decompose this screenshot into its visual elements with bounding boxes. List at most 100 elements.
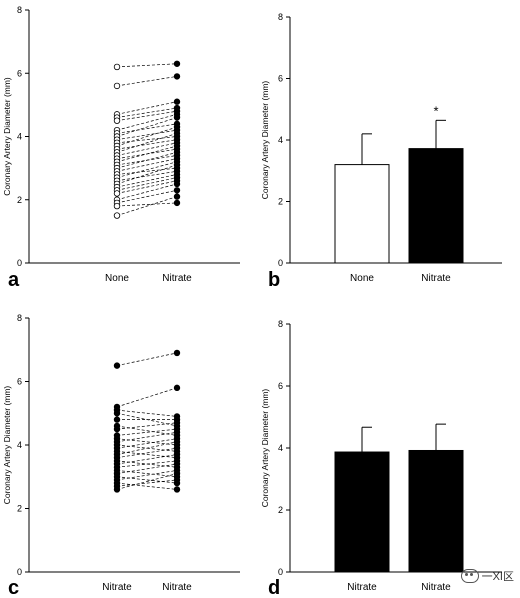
data-point bbox=[113, 410, 121, 417]
pair-line bbox=[116, 136, 178, 144]
data-point bbox=[173, 476, 181, 484]
panel-a: 0 2 4 6 8 Coronary Artery Diameter (mm) None Ni… bbox=[2, 5, 240, 291]
pair-line bbox=[116, 441, 178, 455]
x-category-label: None bbox=[105, 273, 129, 284]
data-point bbox=[173, 123, 181, 131]
data-point bbox=[113, 202, 121, 210]
pair-line bbox=[116, 476, 178, 484]
y-tick-label: 8 bbox=[17, 5, 22, 15]
y-axis-label: Coronary Artery Diameter (mm) bbox=[2, 386, 12, 505]
pair-line bbox=[116, 422, 178, 430]
y-axis-label: Coronary Artery Diameter (mm) bbox=[260, 389, 270, 508]
pair-line bbox=[116, 183, 178, 201]
bar bbox=[334, 451, 390, 573]
data-point bbox=[173, 130, 181, 137]
y-tick-label: 2 bbox=[278, 505, 283, 515]
pair-line bbox=[116, 460, 178, 468]
pair-line bbox=[116, 447, 178, 459]
pair-line bbox=[116, 117, 178, 137]
pair-line bbox=[116, 139, 178, 150]
panel-d: 0 2 4 6 8 Coronary Artery Diameter (mm) Nitrat… bbox=[260, 319, 502, 598]
pair-line bbox=[116, 101, 178, 115]
pair-line bbox=[116, 177, 178, 191]
pair-line bbox=[116, 431, 178, 443]
panel-label: d bbox=[268, 577, 280, 598]
pair-line bbox=[116, 451, 178, 459]
bar bbox=[334, 164, 390, 264]
data-point bbox=[173, 349, 181, 357]
y-tick-label: 4 bbox=[278, 443, 283, 453]
panel-label: a bbox=[8, 269, 20, 291]
pair-line bbox=[116, 479, 178, 487]
x-category-label: Nitrate bbox=[102, 582, 132, 593]
data-point bbox=[113, 212, 121, 219]
panel-b: 0 2 4 6 8 Coronary Artery Diameter (mm) None Ni… bbox=[260, 12, 502, 291]
pair-line bbox=[116, 63, 178, 68]
y-tick-label: 4 bbox=[17, 132, 22, 142]
pair-line bbox=[116, 180, 178, 194]
data-point bbox=[113, 425, 121, 433]
y-tick-label: 8 bbox=[17, 313, 22, 323]
data-point bbox=[173, 149, 181, 156]
data-point bbox=[173, 486, 181, 493]
pair-line bbox=[116, 470, 178, 481]
data-point bbox=[113, 362, 121, 369]
pair-line bbox=[116, 470, 178, 478]
pair-line bbox=[116, 454, 178, 465]
pair-line bbox=[116, 438, 178, 449]
data-point bbox=[173, 451, 181, 458]
panel-label: b bbox=[268, 269, 280, 291]
significance-marker: * bbox=[433, 103, 438, 118]
data-point bbox=[173, 114, 181, 121]
pair-line bbox=[116, 129, 178, 141]
y-tick-label: 0 bbox=[17, 258, 22, 268]
data-point bbox=[173, 444, 181, 452]
data-point bbox=[173, 193, 181, 200]
pair-line bbox=[116, 174, 178, 188]
y-tick-label: 4 bbox=[17, 440, 22, 450]
y-tick-label: 0 bbox=[278, 258, 283, 268]
data-point bbox=[173, 419, 181, 426]
data-point bbox=[173, 199, 181, 207]
pair-line bbox=[116, 76, 178, 87]
y-axis-label: Coronary Artery Diameter (mm) bbox=[260, 81, 270, 200]
bar bbox=[408, 148, 464, 264]
x-category-label: Nitrate bbox=[162, 273, 192, 284]
data-point bbox=[173, 161, 181, 169]
data-point bbox=[113, 117, 121, 124]
pair-line bbox=[116, 114, 178, 131]
x-category-label: Nitrate bbox=[347, 582, 377, 593]
watermark: 一XI区 bbox=[460, 568, 514, 584]
watermark-text: 一XI区 bbox=[481, 571, 514, 583]
pair-line bbox=[116, 142, 178, 156]
pair-line bbox=[116, 107, 178, 118]
data-point bbox=[173, 438, 181, 446]
x-category-label: Nitrate bbox=[421, 582, 451, 593]
data-point bbox=[113, 63, 121, 71]
pair-line bbox=[116, 133, 178, 153]
pair-line bbox=[116, 202, 178, 207]
pair-line bbox=[116, 170, 178, 182]
data-point bbox=[113, 82, 121, 90]
y-tick-label: 6 bbox=[17, 68, 22, 78]
data-point bbox=[173, 470, 181, 477]
x-category-label: Nitrate bbox=[421, 273, 451, 284]
y-tick-label: 0 bbox=[278, 567, 283, 577]
pair-line bbox=[116, 158, 178, 172]
data-point bbox=[173, 60, 181, 67]
data-point bbox=[173, 384, 181, 392]
pair-line bbox=[116, 352, 178, 366]
pair-line bbox=[116, 473, 178, 490]
pair-line bbox=[116, 409, 178, 417]
wechat-icon bbox=[460, 569, 479, 583]
pair-line bbox=[116, 145, 178, 163]
y-tick-label: 6 bbox=[278, 74, 283, 84]
pair-line bbox=[116, 161, 178, 178]
y-tick-label: 2 bbox=[278, 197, 283, 207]
y-tick-label: 6 bbox=[278, 381, 283, 391]
pair-line bbox=[116, 123, 178, 134]
data-point bbox=[113, 416, 121, 423]
pair-line bbox=[116, 164, 178, 185]
data-point bbox=[113, 486, 121, 493]
